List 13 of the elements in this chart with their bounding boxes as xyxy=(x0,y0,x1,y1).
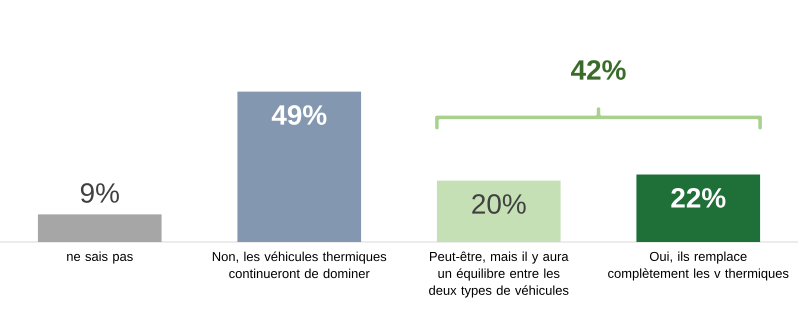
bar xyxy=(38,214,162,242)
text: 42% xyxy=(571,60,626,80)
bar xyxy=(237,92,362,242)
data-label: 9% xyxy=(80,183,119,203)
bar xyxy=(636,174,760,242)
x-tick-label: ne sais pas xyxy=(67,252,133,264)
x-tick-label: Peut-être, mais il y aura un équilibre entre les deux types de véhicules xyxy=(429,252,569,298)
x-tick-label: Non, les véhicules thermiques continueront de dominer xyxy=(212,252,386,278)
x-tick-label: Oui, ils remplace complètement les v thermiques xyxy=(608,252,788,281)
data-label: 20% xyxy=(472,194,526,214)
data-label: 22% xyxy=(671,188,726,208)
data-label: 49% xyxy=(272,105,326,125)
bar xyxy=(436,180,561,242)
